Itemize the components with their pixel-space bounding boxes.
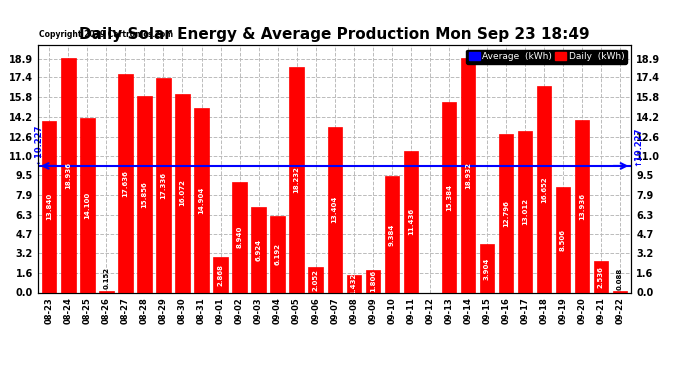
Bar [461, 58, 475, 292]
Bar [404, 151, 418, 292]
Text: 2.536: 2.536 [598, 266, 604, 288]
Bar [157, 78, 170, 292]
Text: 3.904: 3.904 [484, 257, 490, 279]
Bar [555, 187, 570, 292]
Text: 11.436: 11.436 [408, 208, 414, 235]
Bar [613, 291, 627, 292]
Title: Daily Solar Energy & Average Production Mon Sep 23 18:49: Daily Solar Energy & Average Production … [79, 27, 590, 42]
Bar [328, 127, 342, 292]
Bar [175, 94, 190, 292]
Text: 9.384: 9.384 [388, 223, 395, 246]
Bar [594, 261, 608, 292]
Bar [99, 291, 114, 292]
Bar [80, 118, 95, 292]
Bar [518, 132, 532, 292]
Text: ←10.227: ←10.227 [34, 125, 43, 164]
Text: 0.088: 0.088 [617, 267, 623, 290]
Legend: Average  (kWh), Daily  (kWh): Average (kWh), Daily (kWh) [466, 50, 627, 64]
Text: 13.840: 13.840 [46, 193, 52, 220]
Text: 15.384: 15.384 [446, 184, 452, 211]
Bar [537, 86, 551, 292]
Bar [384, 176, 399, 292]
Text: ↑10.227: ↑10.227 [633, 127, 642, 166]
Text: 6.924: 6.924 [255, 238, 262, 261]
Bar [442, 102, 456, 292]
Text: 1.432: 1.432 [351, 273, 357, 295]
Bar [213, 257, 228, 292]
Bar [308, 267, 323, 292]
Text: 16.072: 16.072 [179, 180, 186, 207]
Bar [366, 270, 380, 292]
Text: 17.336: 17.336 [161, 172, 166, 199]
Text: 6.192: 6.192 [275, 243, 281, 265]
Bar [233, 182, 247, 292]
Text: 14.100: 14.100 [84, 192, 90, 219]
Text: 15.856: 15.856 [141, 181, 148, 208]
Bar [195, 108, 208, 292]
Bar [499, 134, 513, 292]
Text: 16.652: 16.652 [541, 176, 547, 203]
Bar [118, 74, 132, 292]
Bar [251, 207, 266, 292]
Bar [480, 244, 494, 292]
Text: 18.232: 18.232 [294, 166, 299, 193]
Text: 17.636: 17.636 [122, 170, 128, 197]
Text: 12.796: 12.796 [503, 200, 509, 227]
Text: Copyright 2019 Cartronics.com: Copyright 2019 Cartronics.com [39, 30, 173, 39]
Text: 0.152: 0.152 [104, 267, 110, 289]
Text: 13.404: 13.404 [332, 196, 337, 223]
Bar [270, 216, 285, 292]
Text: 2.868: 2.868 [217, 264, 224, 286]
Bar [61, 58, 75, 292]
Bar [42, 121, 57, 292]
Text: 8.506: 8.506 [560, 229, 566, 251]
Bar [575, 120, 589, 292]
Text: 2.052: 2.052 [313, 269, 319, 291]
Text: 13.936: 13.936 [579, 193, 585, 220]
Text: 1.806: 1.806 [370, 270, 375, 292]
Text: 8.940: 8.940 [237, 226, 243, 248]
Bar [346, 275, 361, 292]
Text: 18.932: 18.932 [465, 162, 471, 189]
Text: 14.904: 14.904 [199, 187, 204, 214]
Text: 18.936: 18.936 [66, 162, 71, 189]
Text: 13.012: 13.012 [522, 198, 528, 225]
Bar [137, 96, 152, 292]
Bar [290, 67, 304, 292]
